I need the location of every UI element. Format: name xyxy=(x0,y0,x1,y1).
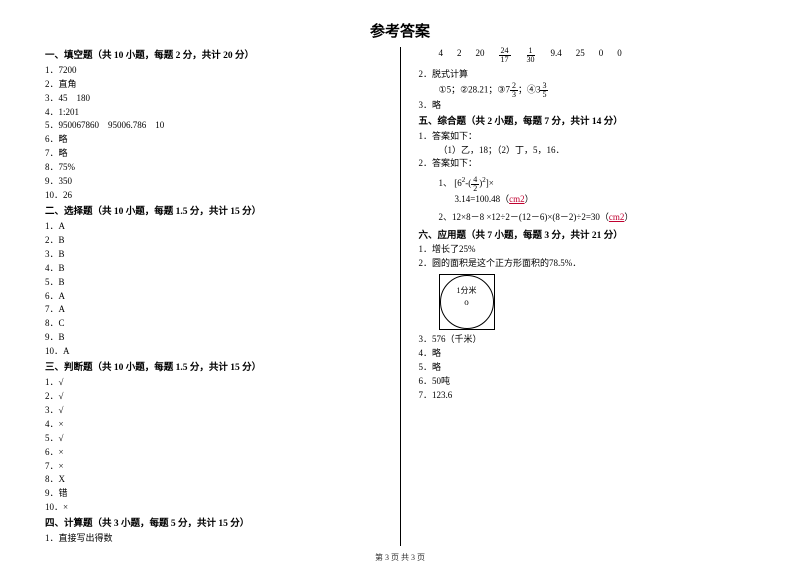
ans-5-1: 1．答案如下： xyxy=(419,130,756,144)
val-7: 25 xyxy=(576,47,585,64)
ans-3-9: 9．错 xyxy=(45,487,382,501)
ans-6-1: 1．增长了25% xyxy=(419,243,756,257)
val-5-fraction: 1 30 xyxy=(525,47,537,64)
ans-3-5: 5．√ xyxy=(45,432,382,446)
figure-label: 1分米 xyxy=(440,285,494,297)
val-4-fraction: 24 17 xyxy=(499,47,511,64)
ans-3-3: 3．√ xyxy=(45,404,382,418)
ans-1-5: 5．950067860 95006.786 10 xyxy=(45,119,382,133)
ans-3-4: 4．× xyxy=(45,418,382,432)
f1-unit: cm2 xyxy=(509,194,525,204)
ans-3-1: 1．√ xyxy=(45,376,382,390)
section-6-head: 六、应用题（共 7 小题，每题 3 分，共计 21 分） xyxy=(419,229,756,244)
f2-pre: 2、12×8－8 ×12÷2－(12－6)×(8－2)÷2=30（ xyxy=(439,212,609,222)
section-5-head: 五、综合题（共 2 小题，每题 7 分，共计 14 分） xyxy=(419,115,756,130)
columns: 一、填空题（共 10 小题，每题 2 分，共计 20 分） 1．7200 2．直… xyxy=(45,47,755,546)
val-3: 20 xyxy=(476,47,485,64)
ans-2-7: 7．A xyxy=(45,303,382,317)
page-title: 参考答案 xyxy=(45,20,755,41)
ans-2-9: 9．B xyxy=(45,331,382,345)
frac-7-2-3: 23 xyxy=(510,82,518,99)
formula-2: 2、12×8－8 ×12÷2－(12－6)×(8－2)÷2=30（cm2） xyxy=(439,211,756,225)
q4-2-label: 2．脱式计算 xyxy=(419,68,756,82)
section-2-head: 二、选择题（共 10 小题，每题 1.5 分，共计 15 分） xyxy=(45,205,382,220)
ans-1-4: 4．1:201 xyxy=(45,106,382,120)
ans-3-2: 2．√ xyxy=(45,390,382,404)
ans-3-7: 7．× xyxy=(45,460,382,474)
ans-6-6: 6．50吨 xyxy=(419,375,756,389)
ans-1-6: 6．略 xyxy=(45,133,382,147)
f1-prefix: 1、 xyxy=(439,178,453,188)
ans-2-1: 1．A xyxy=(45,220,382,234)
frac-d: 17 xyxy=(499,56,511,64)
section-3-head: 三、判断题（共 10 小题，每题 1.5 分，共计 15 分） xyxy=(45,361,382,376)
f1-l: [6 xyxy=(454,178,462,188)
ans-6-7: 7．123.6 xyxy=(419,389,756,403)
ans-1-8: 8．75% xyxy=(45,161,382,175)
direct-answers-row: 4 2 20 24 17 1 30 9.4 25 0 0 xyxy=(419,47,756,64)
section-4-head: 四、计算题（共 3 小题，每题 5 分，共计 15 分） xyxy=(45,517,382,532)
ans-3-8: 8．X xyxy=(45,473,382,487)
ans-5-2: 2．答案如下： xyxy=(419,157,756,171)
q4-3: 3．略 xyxy=(419,99,756,113)
ans-1-2: 2．直角 xyxy=(45,78,382,92)
f1-m3: ]× xyxy=(486,178,494,188)
ans-2-10: 10．A xyxy=(45,345,382,359)
ans-3-10: 10．× xyxy=(45,501,382,515)
val-6: 9.4 xyxy=(551,47,562,64)
f2-post: ） xyxy=(624,212,633,222)
ans-3-6: 6．× xyxy=(45,446,382,460)
q4-2-answers: ①5；②28.21；③723；④335 xyxy=(419,82,756,99)
frac-3-3-5: 35 xyxy=(540,82,548,99)
ans-2-8: 8．C xyxy=(45,317,382,331)
ans-1-10: 10．26 xyxy=(45,189,382,203)
right-column: 4 2 20 24 17 1 30 9.4 25 0 0 2．脱式计算 ①5；②… xyxy=(401,47,756,546)
formula-1: 1、 [62-(42)2]× 3.14=100.48（cm2） xyxy=(439,175,756,206)
frac-d: 30 xyxy=(525,56,537,64)
q4-2-pre: ①5；②28.21；③7 xyxy=(439,85,510,95)
ans-6-4: 4．略 xyxy=(419,347,756,361)
ans-1-9: 9．350 xyxy=(45,175,382,189)
f1-result-post: ） xyxy=(525,194,534,204)
ans-6-3: 3．576（千米） xyxy=(419,333,756,347)
f2-unit: cm2 xyxy=(609,212,625,222)
ans-2-2: 2．B xyxy=(45,234,382,248)
ans-4-1: 1．直接写出得数 xyxy=(45,532,382,546)
val-9: 0 xyxy=(617,47,622,64)
val-8: 0 xyxy=(599,47,604,64)
val-2: 2 xyxy=(457,47,462,64)
page-footer: 第 3 页 共 3 页 xyxy=(45,546,755,563)
ans-1-3: 3．45 180 xyxy=(45,92,382,106)
ans-2-3: 3．B xyxy=(45,248,382,262)
section-1-head: 一、填空题（共 10 小题，每题 2 分，共计 20 分） xyxy=(45,49,382,64)
val-1: 4 xyxy=(439,47,444,64)
ans-2-5: 5．B xyxy=(45,276,382,290)
f1-result-pre: 3.14=100.48（ xyxy=(439,194,510,204)
ans-1-1: 1．7200 xyxy=(45,64,382,78)
ans-5-1-sub: （1）乙，18；（2）丁，5，16． xyxy=(419,144,756,158)
left-column: 一、填空题（共 10 小题，每题 2 分，共计 20 分） 1．7200 2．直… xyxy=(45,47,401,546)
ans-1-7: 7．略 xyxy=(45,147,382,161)
ans-2-6: 6．A xyxy=(45,290,382,304)
ans-6-2: 2．圆的面积是这个正方形面积的78.5%． xyxy=(419,257,756,271)
ans-2-4: 4．B xyxy=(45,262,382,276)
q4-2-mid: ；④3 xyxy=(518,85,541,95)
page-root: 参考答案 一、填空题（共 10 小题，每题 2 分，共计 20 分） 1．720… xyxy=(0,0,800,565)
circle-in-square-figure: 1分米 o xyxy=(439,274,495,330)
ans-6-5: 5．略 xyxy=(419,361,756,375)
